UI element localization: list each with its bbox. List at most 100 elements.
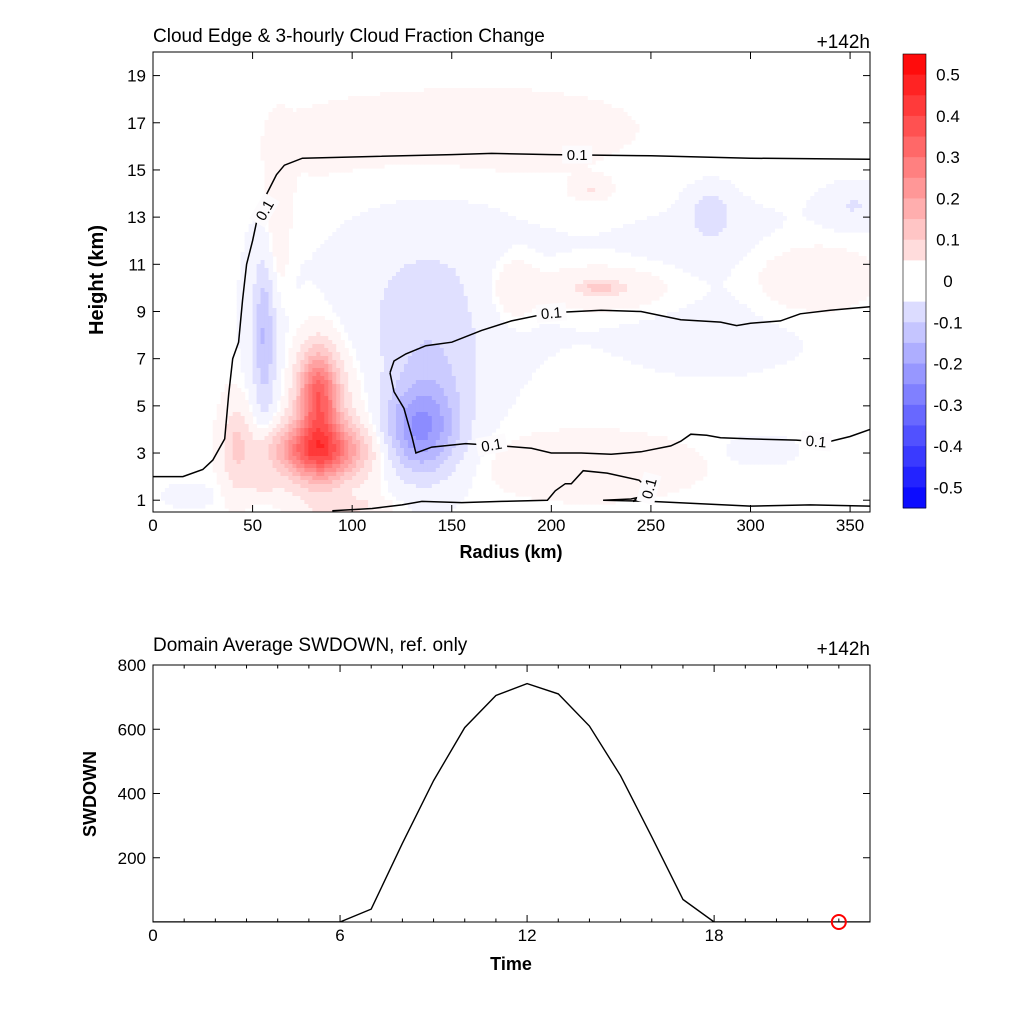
field-cell [356,280,361,285]
field-cell [830,296,835,301]
field-cell [603,124,608,129]
field-cell [531,124,536,129]
field-cell [439,260,445,265]
field-cell [766,264,772,269]
field-cell [451,136,457,141]
field-cell [348,276,353,281]
field-cell [439,304,445,309]
field-cell [360,124,365,129]
field-cell [694,212,700,217]
field-cell [264,232,270,237]
field-cell [403,224,409,229]
field-cell [451,200,457,205]
field-cell [794,272,799,277]
field-cell [380,248,385,253]
field-cell [380,304,385,309]
field-cell [519,284,525,289]
field-cell [738,208,744,213]
field-cell [423,244,429,249]
field-cell [328,252,333,257]
field-cell [774,216,779,221]
field-cell [360,272,365,277]
field-cell [348,248,353,253]
field-cell [340,268,345,273]
field-cell [439,132,445,137]
field-cell [471,212,477,217]
field-cell [407,204,413,209]
field-cell [698,204,704,209]
field-cell [240,284,246,289]
field-cell [658,216,664,221]
field-cell [439,264,445,269]
field-cell [790,276,795,281]
field-cell [407,304,413,309]
field-cell [579,168,584,173]
field-cell [623,284,628,289]
field-cell [591,104,596,109]
field-cell [443,228,449,233]
field-cell [352,156,357,161]
field-cell [658,292,664,297]
field-cell [694,236,700,241]
field-cell [710,236,716,241]
field-cell [527,124,533,129]
field-cell [276,168,282,173]
field-cell [475,160,481,165]
field-cell [846,256,851,261]
field-cell [356,260,361,265]
field-cell [615,136,620,141]
field-cell [471,256,477,261]
field-cell [563,116,568,121]
field-cell [380,300,385,305]
field-cell [399,252,405,257]
field-cell [352,292,357,297]
field-cell [611,288,616,293]
field-cell [846,268,851,273]
field-cell [419,268,425,273]
field-cell [734,208,740,213]
field-cell [559,112,564,117]
field-cell [730,228,736,233]
field-cell [280,176,286,181]
field-cell [244,296,250,301]
field-cell [579,104,584,109]
field-cell [451,108,457,113]
field-cell [360,292,365,297]
field-cell [662,212,668,217]
field-cell [467,284,473,289]
field-cell [591,268,596,273]
field-cell [826,280,831,285]
field-cell [678,252,684,257]
field-cell [395,236,401,241]
field-cell [706,216,712,221]
field-cell [360,220,365,225]
field-cell [607,184,612,189]
field-cell [519,288,525,293]
field-cell [272,212,278,217]
field-cell [455,132,461,137]
field-cell [399,212,405,217]
field-cell [694,252,700,257]
field-cell [822,292,827,297]
field-cell [722,256,728,261]
field-cell [555,140,560,145]
field-cell [475,212,481,217]
field-cell [778,272,783,277]
field-cell [627,124,632,129]
field-cell [595,108,600,113]
field-cell [571,192,576,197]
field-cell [567,176,572,181]
field-cell [384,276,389,281]
field-cell [467,88,473,93]
field-cell [810,196,815,201]
field-cell [587,240,592,245]
field-cell [611,240,616,245]
field-cell [611,280,616,285]
field-cell [376,308,381,313]
field-cell [264,260,270,265]
field-cell [519,100,525,105]
field-cell [340,260,345,265]
field-cell [746,236,752,241]
field-cell [364,256,369,261]
field-cell [280,184,286,189]
